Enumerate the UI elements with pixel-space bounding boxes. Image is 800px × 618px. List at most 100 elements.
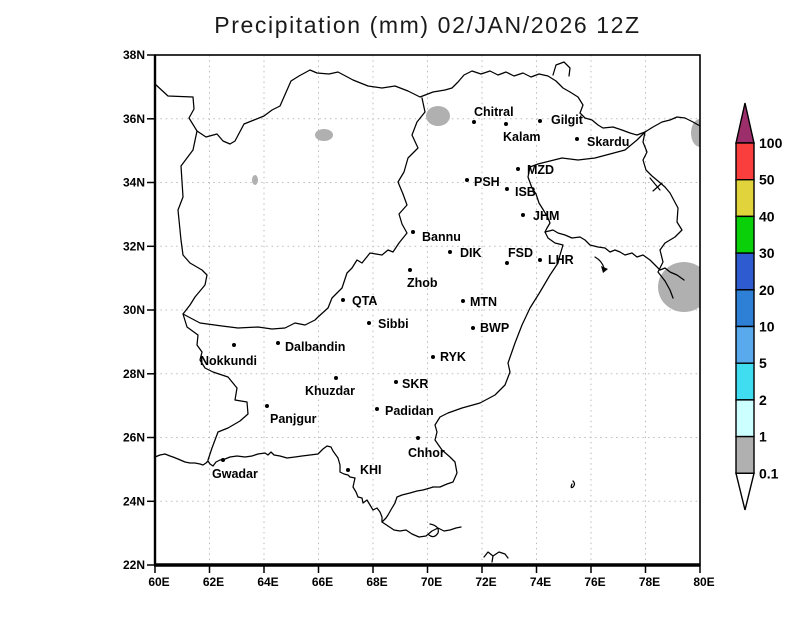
north-small-arc-path [552, 61, 571, 77]
y-tick-label: 24N [123, 494, 145, 508]
legend-band [735, 435, 755, 475]
station-label-khuzdar: Khuzdar [305, 384, 355, 398]
station-label-gwadar: Gwadar [212, 467, 258, 481]
iran-afghan-west-border-path [154, 83, 249, 461]
kori-creek-path [428, 523, 439, 538]
station-label-mzd: MZD [527, 163, 554, 177]
station-label-sibbi: Sibbi [378, 317, 409, 331]
y-tick-label: 26N [123, 431, 145, 445]
station-label-skardu: Skardu [587, 135, 629, 149]
station-dot-dik [448, 250, 452, 254]
station-label-psh: PSH [474, 175, 500, 189]
station-label-chhor: Chhor [408, 446, 445, 460]
plot-title: Precipitation (mm) 02/JAN/2026 12Z [214, 12, 641, 38]
river-arrowhead-near-lahore [601, 266, 608, 273]
station-dot-lhr [538, 258, 542, 262]
legend-band [735, 325, 755, 364]
x-tick-label: 70E [421, 575, 442, 589]
axis-ticks-labels: 60E 62E 64E 66E 68E 70E 72E 74E 76E 78E 80E 38N 36N 3… [123, 48, 715, 589]
station-label-bwp: BWP [480, 321, 509, 335]
river-crossing-mark [649, 177, 663, 192]
station-label-zhob: Zhob [407, 276, 438, 290]
precip-patch [315, 129, 333, 141]
station-dot-fsd [505, 261, 509, 265]
legend-band [735, 215, 755, 254]
station-dot-jhm [521, 213, 525, 217]
station-dot-chhor [416, 436, 420, 440]
y-tick-label: 34N [123, 176, 145, 190]
x-tick-label: 74E [530, 575, 551, 589]
precip-shaded-areas [252, 106, 700, 312]
river-marks [594, 177, 663, 273]
station-label-skr: SKR [402, 377, 428, 391]
color-scale-legend: 100 50 40 30 20 10 5 2 1 0.1 [735, 102, 783, 511]
legend-top-arrow [735, 102, 755, 144]
x-tick-label: 64E [257, 575, 278, 589]
x-tick-label: 80E [693, 575, 714, 589]
x-tick-label: 68E [366, 575, 387, 589]
station-label-kalam: Kalam [503, 130, 541, 144]
legend-level-label: 5 [759, 355, 767, 371]
precip-patch [658, 262, 700, 312]
station-dot-mtn [461, 299, 465, 303]
station-label-bannu: Bannu [422, 230, 461, 244]
station-dot-gilgit [538, 119, 542, 123]
station-dot-dalbandin [276, 341, 280, 345]
y-tick-label: 38N [123, 48, 145, 62]
station-dot-panjgur [265, 404, 269, 408]
station-dot-chitral [472, 120, 476, 124]
legend-level-label: 20 [759, 282, 775, 298]
rann-creek-squiggle-path [483, 551, 509, 563]
station-label-lhr: LHR [548, 253, 574, 267]
station-label-chitral: Chitral [474, 105, 514, 119]
precip-patch [252, 175, 258, 185]
northern-border-path [196, 69, 646, 145]
station-dot-isb [505, 187, 509, 191]
india-pakistan-border-path [432, 231, 564, 488]
x-tick-label: 76E [584, 575, 605, 589]
x-tick-label: 66E [312, 575, 333, 589]
station-dot-bwp [471, 326, 475, 330]
station-label-gilgit: Gilgit [551, 113, 584, 127]
precip-patch [426, 106, 450, 126]
river-arrow-near-lahore [594, 256, 605, 269]
country-borders [154, 61, 701, 563]
x-tick-label: 78E [639, 575, 660, 589]
station-label-panjgur: Panjgur [270, 412, 317, 426]
y-tick-label: 30N [123, 303, 145, 317]
jammu-south-border-path [544, 229, 685, 281]
coastline-path [154, 445, 434, 523]
legend-level-label: 1 [759, 429, 767, 445]
station-label-dik: DIK [460, 246, 482, 260]
station-dot-mzd [516, 167, 520, 171]
station-dot-skardu [575, 137, 579, 141]
y-tick-label: 36N [123, 112, 145, 126]
station-dot-khuzdar [334, 376, 338, 380]
station-label-qta: QTA [352, 294, 377, 308]
legend-level-label: 2 [759, 392, 767, 408]
legend-band [735, 142, 755, 181]
station-dot-ryk [431, 355, 435, 359]
station-label-nokkundi: Nokkundi [200, 354, 257, 368]
legend-band [735, 399, 755, 438]
line-of-control-path [527, 131, 646, 233]
station-label-jhm: JHM [533, 209, 559, 223]
station-dot-nokkundi [232, 343, 236, 347]
station-label-ryk: RYK [440, 350, 466, 364]
x-tick-label: 62E [203, 575, 224, 589]
legend-level-label: 50 [759, 172, 775, 188]
station-label-mtn: MTN [470, 295, 497, 309]
y-tick-label: 32N [123, 239, 145, 253]
east-kashmir-line-path [642, 131, 683, 299]
durand-line-path [182, 97, 426, 330]
small-island-mark-path [570, 480, 576, 489]
x-tick-label: 60E [148, 575, 169, 589]
legend-band [735, 252, 755, 291]
legend-level-label: 30 [759, 245, 775, 261]
legend-level-label: 0.1 [759, 465, 779, 481]
lat-lon-gridlines [155, 55, 700, 565]
legend-band [735, 289, 755, 328]
